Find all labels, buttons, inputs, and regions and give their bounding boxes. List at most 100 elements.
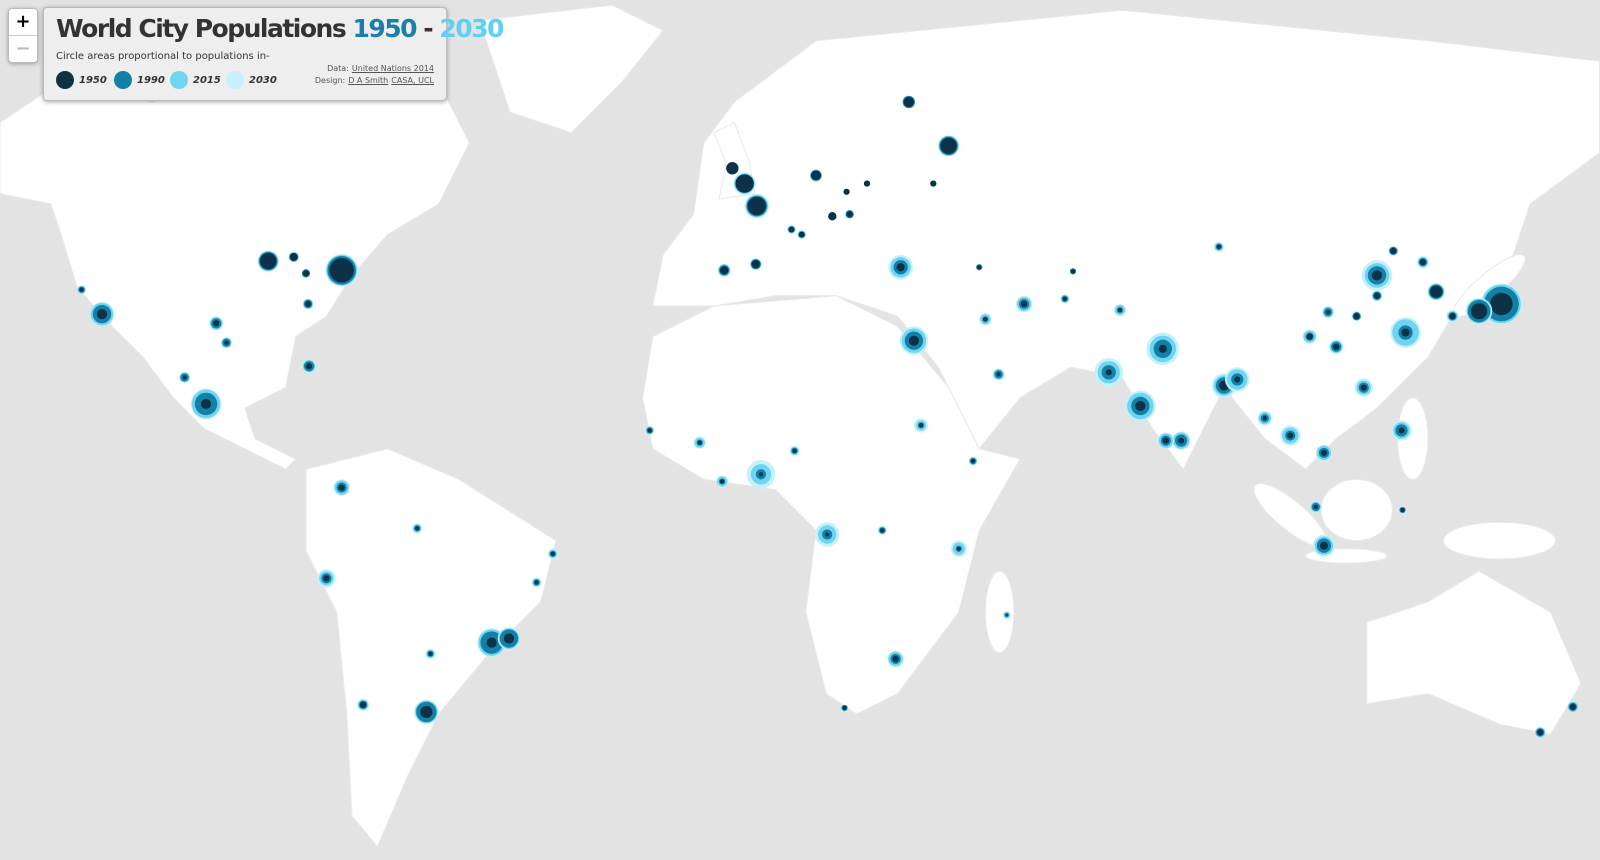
city-ring bbox=[1117, 308, 1122, 313]
city-ring bbox=[224, 340, 229, 345]
title: World City Populations 1950 - 2030 bbox=[56, 14, 504, 43]
city-ring bbox=[1401, 328, 1410, 337]
city-ring bbox=[828, 212, 837, 221]
title-sep: - bbox=[423, 14, 433, 43]
city-ring bbox=[1135, 400, 1146, 412]
legend-label: 2015 bbox=[193, 74, 221, 86]
city-ring bbox=[788, 226, 795, 233]
land bbox=[0, 4, 1600, 848]
city-ring bbox=[956, 546, 961, 551]
city-ring bbox=[213, 320, 220, 327]
legend-entry: 2015 bbox=[170, 71, 221, 89]
design-org[interactable]: CASA, UCL bbox=[391, 76, 434, 85]
city-ring bbox=[971, 459, 976, 464]
city-ring bbox=[1005, 614, 1008, 617]
city-ring bbox=[940, 137, 957, 155]
zoom-control: + − bbox=[8, 8, 38, 63]
title-text: World City Populations bbox=[56, 14, 347, 43]
city-ring bbox=[720, 266, 729, 275]
city-ring bbox=[338, 484, 345, 491]
city-ring bbox=[1306, 333, 1313, 340]
city-ring bbox=[289, 252, 298, 262]
city-ring bbox=[1287, 432, 1294, 439]
city-ring bbox=[1400, 507, 1405, 513]
city-ring bbox=[304, 300, 312, 308]
legend-label: 1990 bbox=[137, 74, 165, 86]
city-ring bbox=[647, 428, 652, 433]
city-ring bbox=[415, 526, 420, 531]
city-ring bbox=[843, 188, 850, 195]
city-ring bbox=[996, 372, 1001, 377]
africa bbox=[642, 295, 1021, 715]
city-ring bbox=[534, 580, 539, 585]
city-ring bbox=[1158, 344, 1167, 353]
city-ring bbox=[735, 174, 754, 193]
city-ring bbox=[1373, 292, 1381, 299]
city-ring bbox=[751, 260, 760, 269]
city-ring bbox=[1320, 449, 1328, 456]
city-ring bbox=[1360, 384, 1367, 391]
city-ring bbox=[1326, 310, 1331, 315]
zoom-out[interactable]: − bbox=[15, 38, 31, 59]
data-source[interactable]: United Nations 2014 bbox=[351, 64, 434, 73]
city-ring bbox=[428, 651, 433, 656]
city-ring bbox=[798, 231, 805, 238]
city-ring bbox=[758, 472, 763, 477]
city-ring bbox=[846, 211, 853, 218]
city-ring bbox=[96, 309, 108, 320]
greenland bbox=[478, 4, 664, 134]
city-ring bbox=[1470, 302, 1488, 320]
subtitle: Circle areas proportional to populations… bbox=[56, 51, 270, 62]
city-ring bbox=[1262, 416, 1267, 421]
city-ring bbox=[1490, 292, 1513, 316]
city-ring bbox=[1398, 427, 1405, 434]
title-start: 1950 bbox=[352, 14, 417, 43]
eurasia bbox=[652, 9, 1600, 471]
city-ring bbox=[420, 705, 433, 719]
city-ring bbox=[200, 398, 212, 410]
city-ring bbox=[302, 270, 310, 277]
legend-label: 1950 bbox=[79, 74, 107, 86]
city-ring bbox=[903, 96, 914, 108]
city-ring bbox=[1162, 437, 1169, 444]
city-ring bbox=[182, 375, 187, 380]
city-ring bbox=[1390, 247, 1397, 254]
city-ring bbox=[1216, 244, 1221, 249]
city-ring bbox=[1333, 343, 1340, 350]
city-ring bbox=[1353, 313, 1360, 320]
city-ring bbox=[720, 479, 725, 484]
legend-entry: 1950 bbox=[56, 71, 107, 89]
city-ring bbox=[260, 252, 277, 270]
madagascar bbox=[984, 570, 1015, 654]
city-ring bbox=[697, 440, 702, 445]
city-ring bbox=[503, 633, 515, 644]
city-ring bbox=[1021, 300, 1028, 308]
city-ring bbox=[1319, 541, 1329, 550]
design-author[interactable]: D A Smith bbox=[348, 76, 389, 85]
city-ring bbox=[892, 655, 899, 662]
design-label: Design: bbox=[314, 76, 346, 85]
data-label: Data: bbox=[327, 64, 349, 73]
city-ring bbox=[983, 317, 988, 322]
city-ring bbox=[1449, 313, 1456, 320]
legend-swatch bbox=[226, 71, 244, 89]
city-ring bbox=[1419, 259, 1426, 266]
data-credit: Data: United Nations 2014 bbox=[327, 64, 434, 73]
legend-entry: 1990 bbox=[114, 71, 165, 89]
city-ring bbox=[792, 448, 797, 453]
city-ring bbox=[1313, 504, 1318, 509]
city-circles bbox=[77, 95, 1578, 738]
australia bbox=[1366, 570, 1582, 735]
city-ring bbox=[1234, 376, 1241, 383]
city-ring bbox=[908, 335, 920, 346]
city-ring bbox=[810, 170, 822, 181]
borneo bbox=[1320, 478, 1393, 542]
city-ring bbox=[930, 180, 937, 187]
legend-label: 2030 bbox=[249, 74, 277, 86]
city-ring bbox=[1062, 296, 1067, 301]
zoom-in[interactable]: + bbox=[9, 9, 37, 36]
title-end: 2030 bbox=[439, 14, 504, 43]
city-ring bbox=[726, 162, 739, 175]
